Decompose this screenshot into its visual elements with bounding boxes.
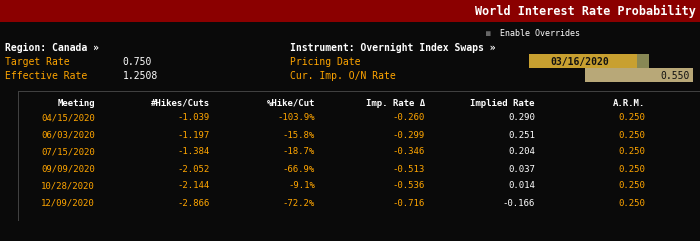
- Text: -0.513: -0.513: [393, 165, 425, 174]
- Text: -1.197: -1.197: [178, 130, 210, 140]
- Text: -9.1%: -9.1%: [288, 181, 315, 190]
- Text: 03/16/2020: 03/16/2020: [550, 57, 609, 67]
- Text: Cur. Imp. O/N Rate: Cur. Imp. O/N Rate: [290, 71, 396, 81]
- Text: 0.750: 0.750: [122, 57, 152, 67]
- Text: 0.250: 0.250: [618, 181, 645, 190]
- Bar: [637, 54, 649, 68]
- Text: -72.2%: -72.2%: [283, 199, 315, 208]
- Bar: [18, 91, 19, 221]
- Text: 07/15/2020: 07/15/2020: [41, 147, 95, 156]
- Text: 0.014: 0.014: [508, 181, 535, 190]
- Text: Effective Rate: Effective Rate: [5, 71, 88, 81]
- Text: -103.9%: -103.9%: [277, 114, 315, 122]
- Text: 0.250: 0.250: [618, 165, 645, 174]
- Text: Imp. Rate Δ: Imp. Rate Δ: [366, 99, 425, 107]
- Text: Region: Canada »: Region: Canada »: [5, 43, 99, 53]
- Text: World Interest Rate Probability: World Interest Rate Probability: [475, 4, 696, 18]
- Text: %Hike/Cut: %Hike/Cut: [267, 99, 315, 107]
- Text: -1.039: -1.039: [178, 114, 210, 122]
- Text: Instrument: Overnight Index Swaps »: Instrument: Overnight Index Swaps »: [290, 43, 496, 53]
- Text: -2.866: -2.866: [178, 199, 210, 208]
- Bar: [584, 68, 693, 82]
- Text: 0.550: 0.550: [661, 71, 690, 81]
- Text: Pricing Date: Pricing Date: [290, 57, 361, 67]
- Text: 0.251: 0.251: [508, 130, 535, 140]
- Text: 04/15/2020: 04/15/2020: [41, 114, 95, 122]
- Text: Meeting: Meeting: [57, 99, 95, 107]
- Bar: [18, 91, 700, 92]
- Text: -1.384: -1.384: [178, 147, 210, 156]
- Text: -0.346: -0.346: [393, 147, 425, 156]
- Bar: [528, 54, 637, 68]
- Text: -0.260: -0.260: [393, 114, 425, 122]
- Text: 09/09/2020: 09/09/2020: [41, 165, 95, 174]
- Text: 0.250: 0.250: [618, 130, 645, 140]
- Text: 0.250: 0.250: [618, 199, 645, 208]
- Text: -15.8%: -15.8%: [283, 130, 315, 140]
- Text: 12/09/2020: 12/09/2020: [41, 199, 95, 208]
- Text: 1.2508: 1.2508: [122, 71, 158, 81]
- Text: 06/03/2020: 06/03/2020: [41, 130, 95, 140]
- Text: -0.299: -0.299: [393, 130, 425, 140]
- Text: ■: ■: [486, 28, 491, 38]
- Text: 0.204: 0.204: [508, 147, 535, 156]
- Text: -2.144: -2.144: [178, 181, 210, 190]
- Text: 0.037: 0.037: [508, 165, 535, 174]
- Text: 0.250: 0.250: [618, 114, 645, 122]
- Text: -18.7%: -18.7%: [283, 147, 315, 156]
- Bar: [0, 0, 700, 22]
- Text: -0.166: -0.166: [503, 199, 535, 208]
- Text: 10/28/2020: 10/28/2020: [41, 181, 95, 190]
- Text: -66.9%: -66.9%: [283, 165, 315, 174]
- Text: -0.716: -0.716: [393, 199, 425, 208]
- Text: #Hikes/Cuts: #Hikes/Cuts: [151, 99, 210, 107]
- Text: Implied Rate: Implied Rate: [470, 99, 535, 107]
- Text: -0.536: -0.536: [393, 181, 425, 190]
- Text: 0.290: 0.290: [508, 114, 535, 122]
- Text: Target Rate: Target Rate: [5, 57, 69, 67]
- Text: A.R.M.: A.R.M.: [612, 99, 645, 107]
- Text: 0.250: 0.250: [618, 147, 645, 156]
- Text: Enable Overrides: Enable Overrides: [500, 28, 580, 38]
- Text: -2.052: -2.052: [178, 165, 210, 174]
